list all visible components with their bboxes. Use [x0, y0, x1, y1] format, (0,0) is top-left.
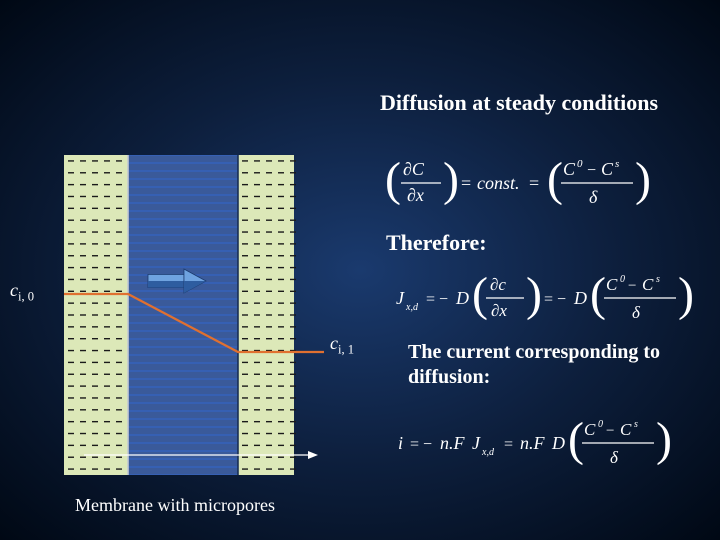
- svg-text:(: (: [472, 270, 488, 321]
- svg-text:=: =: [461, 173, 471, 193]
- svg-text:s: s: [615, 158, 619, 170]
- current-label: The current corresponding to diffusion:: [408, 340, 660, 390]
- svg-text:0: 0: [577, 158, 583, 170]
- svg-text:(: (: [547, 155, 563, 206]
- ci0-label: ci, 0: [10, 280, 34, 305]
- svg-text:C: C: [601, 159, 614, 179]
- equation-1: ( ) ∂C ∂x = const. = ( ) C 0 − C s: [385, 155, 655, 218]
- svg-text:): ): [635, 155, 651, 206]
- svg-text:= −: = −: [544, 291, 566, 308]
- svg-text:= −: = −: [410, 436, 432, 453]
- ci1-label: ci, 1: [330, 333, 354, 358]
- svg-text:x,d: x,d: [405, 302, 419, 313]
- svg-text:D: D: [551, 433, 565, 453]
- svg-text:n.F: n.F: [440, 433, 466, 453]
- diagram-caption: Membrane with micropores: [75, 495, 275, 516]
- svg-text:C: C: [563, 159, 576, 179]
- svg-text:0: 0: [598, 419, 603, 430]
- svg-text:−: −: [606, 423, 614, 439]
- svg-text:(: (: [568, 415, 584, 466]
- svg-text:s: s: [634, 419, 638, 430]
- svg-text:): ): [656, 415, 672, 466]
- svg-text:∂x: ∂x: [407, 185, 424, 205]
- equation-3: i = − n.F J x,d = n.F D ( ) C 0 − C s δ: [398, 415, 708, 478]
- svg-text:δ: δ: [589, 187, 598, 207]
- svg-text:δ: δ: [610, 448, 619, 467]
- svg-text:x,d: x,d: [481, 447, 495, 458]
- svg-text:C: C: [584, 420, 596, 439]
- svg-text:δ: δ: [632, 303, 641, 322]
- svg-text:−: −: [587, 162, 596, 179]
- svg-text:): ): [678, 270, 694, 321]
- svg-text:∂c: ∂c: [490, 275, 506, 294]
- svg-text:i: i: [398, 433, 403, 453]
- svg-text:n.F: n.F: [520, 433, 546, 453]
- therefore-label: Therefore:: [386, 230, 487, 256]
- svg-text:=: =: [529, 173, 539, 193]
- svg-text:=: =: [504, 436, 513, 453]
- membrane-diagram: [64, 155, 324, 475]
- svg-text:D: D: [455, 288, 469, 308]
- svg-text:J: J: [472, 433, 481, 453]
- svg-text:D: D: [573, 288, 587, 308]
- svg-text:(: (: [590, 270, 606, 321]
- svg-text:): ): [443, 155, 459, 206]
- svg-text:∂C: ∂C: [403, 159, 425, 179]
- svg-text:∂x: ∂x: [491, 301, 507, 320]
- slide-title: Diffusion at steady conditions: [380, 90, 658, 116]
- svg-text:C: C: [606, 275, 618, 294]
- svg-text:(: (: [385, 155, 401, 206]
- svg-text:): ): [526, 270, 542, 321]
- svg-text:const.: const.: [477, 173, 520, 193]
- svg-text:C: C: [620, 420, 632, 439]
- svg-text:0: 0: [620, 274, 625, 285]
- equation-2: J x,d = − D ( ) ∂c ∂x = − D ( ) C 0 − C …: [396, 270, 696, 333]
- svg-text:s: s: [656, 274, 660, 285]
- svg-text:= −: = −: [426, 291, 448, 308]
- svg-text:−: −: [628, 278, 636, 294]
- svg-text:J: J: [396, 288, 405, 308]
- svg-text:C: C: [642, 275, 654, 294]
